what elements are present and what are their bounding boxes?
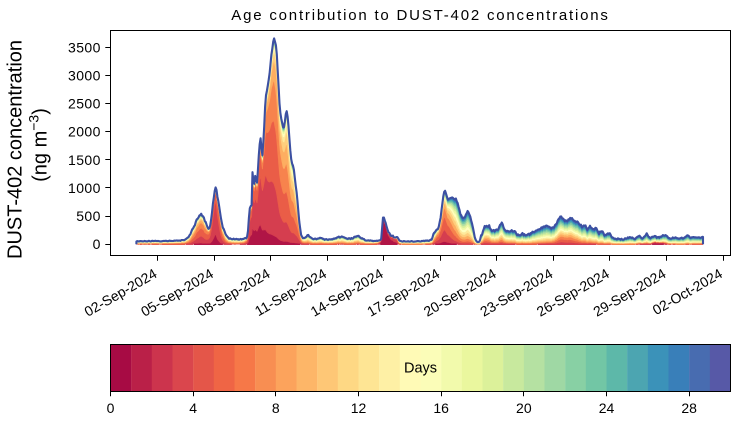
svg-text:16: 16 bbox=[433, 400, 449, 416]
svg-text:4: 4 bbox=[189, 400, 197, 416]
svg-text:0: 0 bbox=[107, 400, 115, 416]
svg-text:24: 24 bbox=[599, 400, 615, 416]
svg-text:1500: 1500 bbox=[68, 152, 101, 168]
svg-text:3500: 3500 bbox=[68, 39, 101, 55]
svg-text:28: 28 bbox=[681, 400, 697, 416]
svg-text:Age contribution to DUST-402 c: Age contribution to DUST-402 concentrati… bbox=[231, 7, 609, 24]
svg-text:Days: Days bbox=[404, 361, 437, 377]
svg-text:0: 0 bbox=[93, 236, 101, 252]
svg-text:3000: 3000 bbox=[68, 68, 101, 84]
svg-text:8: 8 bbox=[272, 400, 280, 416]
svg-text:12: 12 bbox=[351, 400, 367, 416]
svg-text:2500: 2500 bbox=[68, 96, 101, 112]
svg-text:2000: 2000 bbox=[68, 124, 101, 140]
svg-text:DUST-402 concentration: DUST-402 concentration bbox=[5, 40, 27, 259]
svg-text:20: 20 bbox=[516, 400, 532, 416]
svg-text:1000: 1000 bbox=[68, 180, 101, 196]
svg-text:500: 500 bbox=[76, 208, 101, 224]
